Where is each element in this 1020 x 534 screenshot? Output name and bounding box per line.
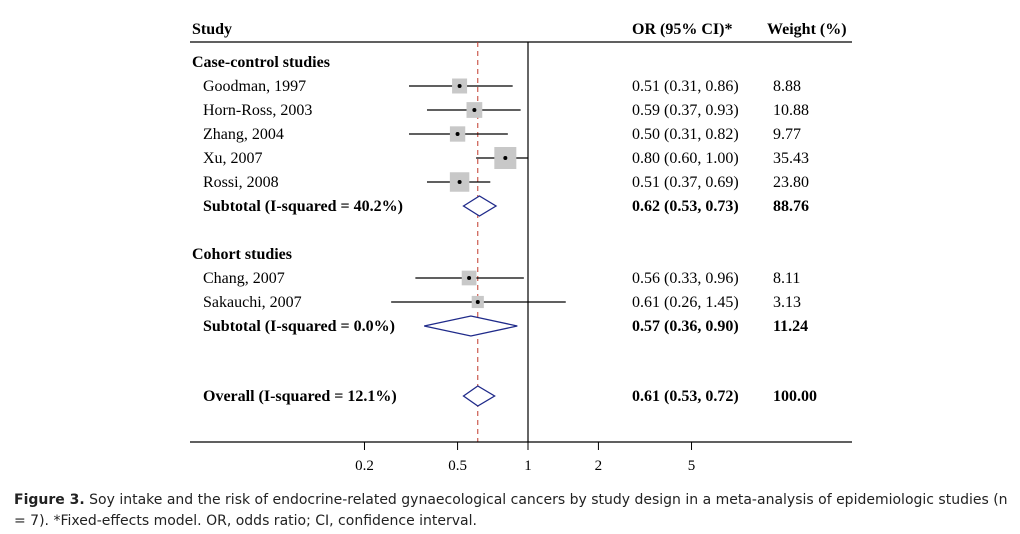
subtotal-or-ci: 0.57 (0.36, 0.90) [632, 318, 739, 335]
header-or-ci: OR (95% CI)* [632, 21, 732, 38]
study-point-estimate [457, 180, 462, 184]
study-or-ci: 0.50 (0.31, 0.82) [632, 126, 739, 143]
study-weight: 8.88 [773, 78, 801, 95]
study-label: Chang, 2007 [203, 270, 285, 287]
forest-plot: Study OR (95% CI)* Weight (%) 0.2 0.5 1 2 5 Case… [190, 21, 852, 474]
header-study: Study [192, 21, 232, 38]
study-or-ci: 0.51 (0.31, 0.86) [632, 78, 739, 95]
caption-text: Soy intake and the risk of endocrine-rel… [14, 492, 1008, 529]
group-label: Case-control studies [192, 54, 330, 71]
study-point-estimate [472, 108, 477, 112]
x-tick-label: 2 [595, 458, 603, 474]
subtotal-weight: 88.76 [773, 198, 809, 215]
study-weight: 3.13 [773, 294, 801, 311]
study-weight: 23.80 [773, 174, 809, 191]
study-or-ci: 0.56 (0.33, 0.96) [632, 270, 739, 287]
study-weight: 10.88 [773, 102, 809, 119]
group-label: Cohort studies [192, 246, 292, 263]
study-point-estimate [503, 156, 508, 160]
study-label: Rossi, 2008 [203, 174, 279, 191]
study-label: Goodman, 1997 [203, 78, 306, 95]
study-label: Zhang, 2004 [203, 126, 284, 143]
study-point-estimate [475, 300, 480, 304]
study-weight: 35.43 [773, 150, 809, 167]
x-tick-label: 0.5 [448, 458, 467, 474]
overall-or-ci: 0.61 (0.53, 0.72) [632, 388, 739, 405]
figure-caption: Figure 3. Soy intake and the risk of end… [14, 490, 1014, 532]
header-weight: Weight (%) [767, 21, 847, 38]
subtotal-or-ci: 0.62 (0.53, 0.73) [632, 198, 739, 215]
subtotal-label: Subtotal (I-squared = 0.0%) [203, 318, 395, 335]
study-point-estimate [457, 84, 462, 88]
study-weight: 8.11 [773, 270, 800, 287]
study-label: Horn-Ross, 2003 [203, 102, 312, 119]
study-or-ci: 0.59 (0.37, 0.93) [632, 102, 739, 119]
caption-label: Figure 3. [14, 492, 85, 508]
study-or-ci: 0.61 (0.26, 1.45) [632, 294, 739, 311]
overall-weight: 100.00 [773, 388, 817, 405]
study-or-ci: 0.80 (0.60, 1.00) [632, 150, 739, 167]
x-tick-label: 5 [688, 458, 696, 474]
subtotal-label: Subtotal (I-squared = 40.2%) [203, 198, 403, 215]
overall-diamond [462, 385, 496, 407]
study-point-estimate [467, 276, 472, 280]
study-or-ci: 0.51 (0.37, 0.69) [632, 174, 739, 191]
subtotal-diamond [462, 195, 498, 217]
subtotal-diamond [424, 315, 518, 337]
overall-label: Overall (I-squared = 12.1%) [203, 388, 397, 405]
study-weight: 9.77 [773, 126, 801, 143]
study-label: Sakauchi, 2007 [203, 294, 302, 311]
x-tick-label: 0.2 [355, 458, 374, 474]
study-label: Xu, 2007 [203, 150, 263, 167]
subtotal-weight: 11.24 [773, 318, 808, 335]
study-point-estimate [455, 132, 460, 136]
x-tick-label: 1 [524, 458, 532, 474]
